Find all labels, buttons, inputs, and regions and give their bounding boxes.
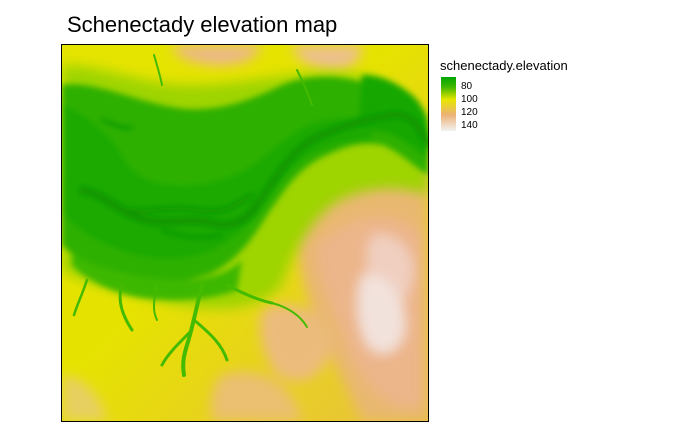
legend-label-80: 80 [461, 81, 473, 92]
legend-title: schenectady.elevation [440, 58, 568, 73]
legend-label-100: 100 [461, 94, 478, 105]
elevation-raster [62, 45, 428, 421]
legend-color-bar [441, 77, 456, 131]
highland-areas [62, 45, 428, 421]
elevation-map [61, 44, 429, 422]
legend-label-140: 140 [461, 120, 478, 131]
map-title: Schenectady elevation map [67, 12, 338, 37]
tributaries [72, 54, 313, 377]
legend-label-120: 120 [461, 107, 478, 118]
river-channels [78, 111, 428, 239]
